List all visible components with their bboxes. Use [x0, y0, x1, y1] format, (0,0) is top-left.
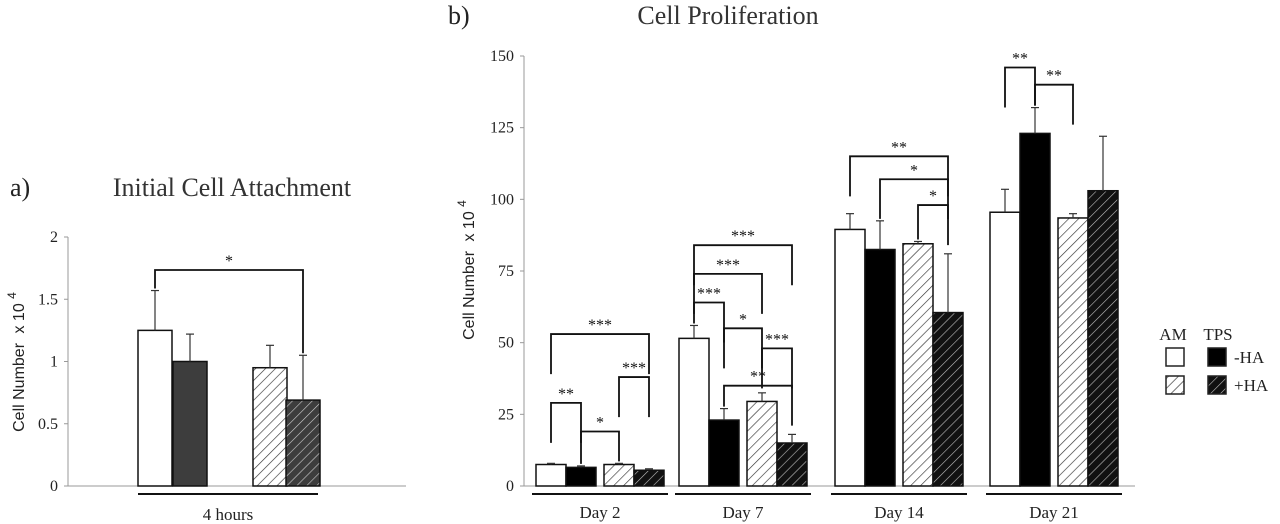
panel-b-significance-label: *** [731, 228, 755, 245]
panel-b-bar [746, 400, 778, 487]
legend-col-tps: TPS [1203, 325, 1232, 344]
panel-b-bar [989, 211, 1021, 487]
panel-b-significance-label: ** [558, 386, 574, 403]
panel-b-category-label: Day 2 [579, 503, 620, 522]
panel-b-significance-label: ** [1046, 68, 1062, 85]
panel-b-significance-bracket [618, 376, 650, 418]
panel-b-bar [864, 248, 896, 487]
panel-b-bar [776, 442, 808, 487]
panel-b-bar [1087, 189, 1119, 487]
panel-b-significance-label: ** [891, 139, 907, 156]
panel-b-significance-bracket [761, 347, 793, 389]
panel-b-ylabel-exp: 4 [455, 200, 469, 207]
panel-b-bar [902, 243, 934, 487]
panel-a-ytick-label: 1 [50, 354, 58, 371]
panel-a-ylabel: Cell Number x 10 4 [5, 292, 28, 432]
panel-b-significance-bracket [849, 155, 949, 197]
panel-b-ytick-label: 150 [490, 48, 514, 65]
panel-a-ytick-label: 0 [50, 478, 58, 495]
panel-b-significance-bracket [1034, 83, 1074, 125]
legend-row-minus: -HA [1234, 348, 1265, 367]
panel-b-ylabel: Cell Number x 10 4 [455, 200, 478, 340]
panel-b-significance-label: ** [750, 369, 766, 386]
panel-b-significance-label: *** [622, 360, 646, 377]
panel-b-significance-label: * [596, 415, 604, 432]
panel-b-significance-label: *** [716, 257, 740, 274]
panel-a-title: Initial Cell Attachment [113, 173, 352, 202]
legend-row-plus: +HA [1234, 376, 1269, 395]
panel-b-label: b) [448, 1, 470, 30]
panel-a-plot: * [137, 253, 321, 495]
panel-b-category-label: Day 21 [1029, 503, 1079, 522]
panel-b-ylabel-text: Cell Number [461, 250, 478, 340]
panel-b-bar [603, 463, 635, 487]
panel-a-bar [252, 366, 288, 487]
panel-b-significance-label: * [739, 311, 747, 328]
panel-b-bar [678, 337, 710, 487]
panel-b-ytick-label: 125 [490, 120, 514, 137]
panel-b-ytick-label: 25 [498, 406, 514, 423]
panel-b-categories: Day 2 Day 7 Day 14 Day 21 [532, 493, 1122, 522]
panel-b-significance-bracket [917, 204, 949, 246]
panel-a-ytick-label: 0.5 [38, 416, 58, 433]
panel-b-ytick-label: 75 [498, 263, 514, 280]
panel-a-significance-bracket [154, 269, 304, 354]
panel-b-significance-bracket [723, 327, 763, 369]
panel-a-ytick-label: 1.5 [38, 291, 58, 308]
panel-b-category-label: Day 14 [874, 503, 924, 522]
panel-a-ytick-label: 2 [50, 229, 58, 246]
panel-b-significance-label: ** [1012, 50, 1028, 67]
legend-col-am: AM [1159, 325, 1186, 344]
panel-b-significance-label: * [929, 188, 937, 205]
panel-a-label: a) [10, 173, 30, 202]
legend-swatch-am-plus [1165, 375, 1185, 395]
panel-b-significance-label: *** [765, 331, 789, 348]
panel-b-bar [1057, 217, 1089, 487]
panel-b-significance-label: * [910, 162, 918, 179]
panel-b-significance-bracket [879, 178, 949, 220]
panel-b-significance-label: *** [697, 286, 721, 303]
panel-b-bar [565, 466, 597, 487]
panel-b-significance-bracket [580, 430, 620, 464]
panel-b-significance-bracket [1004, 66, 1036, 108]
panel-b-bar [932, 311, 964, 487]
panel-b-bar [633, 469, 665, 487]
panel-b-y-axis: 0 25 50 75 100 125 150 [490, 48, 1135, 495]
panel-a-significance-label: * [225, 253, 233, 270]
panel-b-category-label: Day 7 [722, 503, 764, 522]
panel-a-ylabel-exp: 4 [5, 292, 19, 299]
panel-b-bar [1019, 132, 1051, 487]
panel-b-bar [708, 419, 740, 487]
panel-a-bar [137, 329, 173, 487]
panel-a-bar [285, 399, 321, 487]
panel-b-ytick-label: 50 [498, 335, 514, 352]
panel-b-plot: ******************************** [535, 50, 1119, 487]
panel-b-bar [535, 463, 567, 487]
panel-b-title: Cell Proliferation [637, 1, 818, 30]
panel-a-ylabel-unit: x 10 [11, 303, 28, 333]
panel-b-significance-bracket [550, 333, 650, 375]
legend-swatch-am-minus [1165, 347, 1185, 367]
panel-a-bar [172, 360, 208, 487]
legend: AM TPS -HA +HA [1159, 325, 1269, 395]
panel-b-significance-bracket [693, 244, 793, 286]
panel-b-bar [834, 228, 866, 487]
panel-b-ylabel-unit: x 10 [461, 211, 478, 241]
panel-b-significance-label: *** [588, 317, 612, 334]
panel-b-ytick-label: 100 [490, 191, 514, 208]
panel-b-significance-bracket [550, 401, 582, 443]
panel-a-ylabel-text: Cell Number [11, 342, 28, 432]
panel-a-y-axis: 0 0.5 1 1.5 2 [38, 229, 406, 495]
panel-a-category: 4 hours [203, 505, 254, 524]
panel-b-ytick-label: 0 [506, 478, 514, 495]
legend-swatch-tps-plus [1207, 375, 1227, 395]
panel-b-significance-bracket [693, 301, 725, 343]
panel-b-significance-bracket [693, 272, 763, 314]
legend-swatch-tps-minus [1207, 347, 1227, 367]
panel-b-significance-bracket [723, 384, 793, 426]
